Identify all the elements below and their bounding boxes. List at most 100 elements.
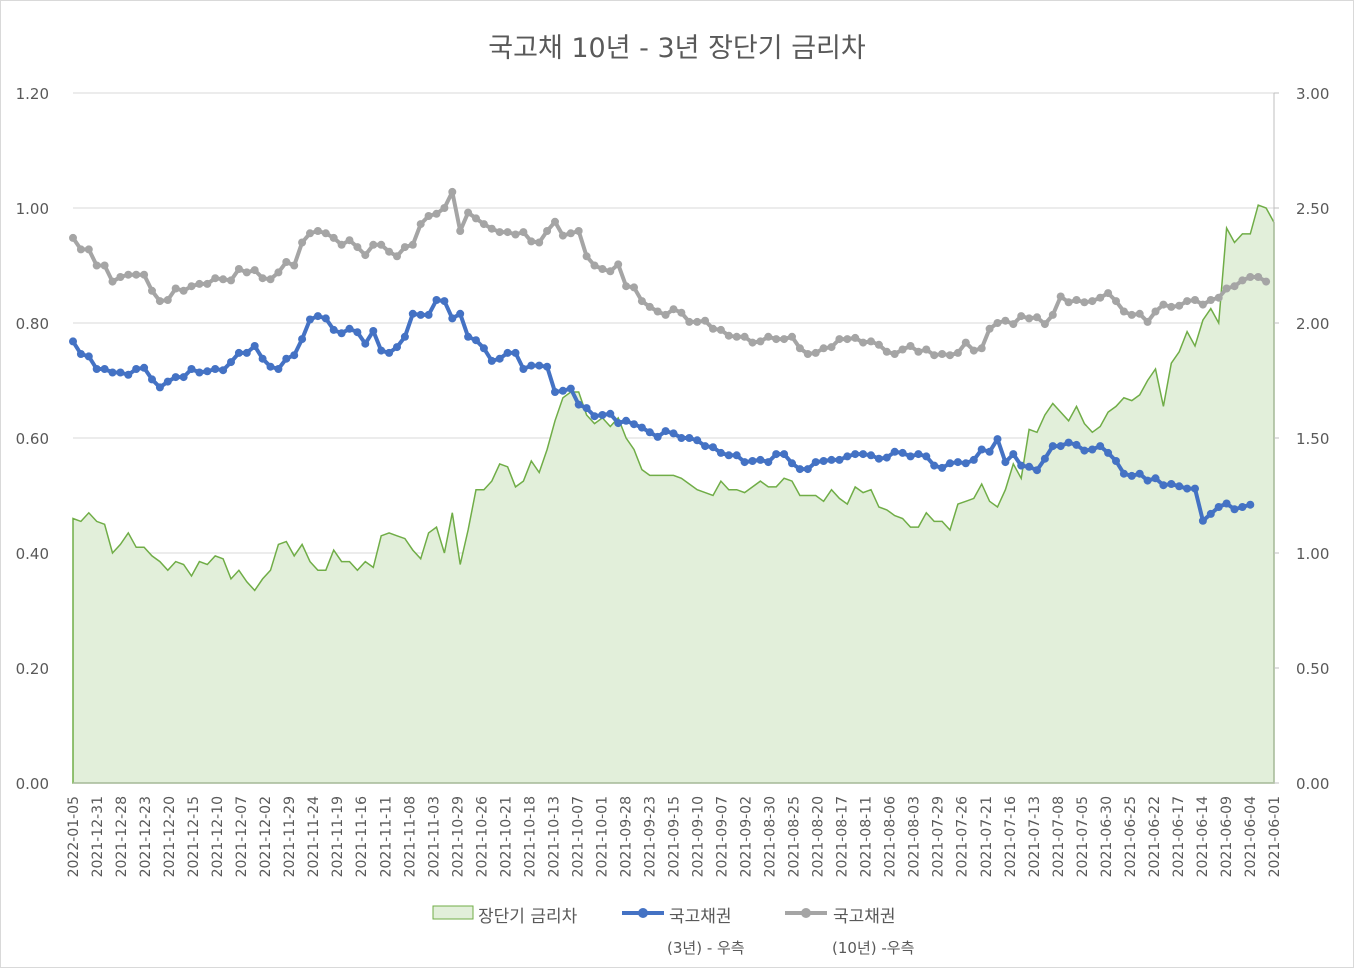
line-10y-point [1040,320,1049,329]
line-10y-point [92,261,101,270]
line-3y-point [211,365,220,373]
x-tick-label: 2021-10-07 [570,796,586,877]
line-10y-point [590,261,599,270]
line-10y-point [772,335,781,344]
line-10y-point [124,270,133,279]
line-3y-point [969,455,978,464]
line-10y-point [780,335,789,344]
line-10y-point [148,286,156,295]
line-10y-point [551,217,559,226]
line-10y-point [1056,292,1065,301]
line-3y-point [874,454,883,463]
x-tick-label: 2021-07-08 [1051,796,1067,877]
line-10y-point [369,240,378,249]
line-10y-point [171,284,180,293]
line-10y-point [495,228,504,237]
line-3y-point [1119,469,1128,478]
line-3y-point [558,386,567,395]
line-3y-point [598,411,607,419]
line-10y-point [614,260,623,269]
line-10y-point [543,227,552,235]
line-10y-point [266,275,275,284]
line-10y-point [1096,293,1105,302]
x-axis-ticks: 2022-01-05 2021-12-31 2021-12-28 2021-12-23… [66,796,1283,877]
line-10y-point [408,240,417,249]
line-3y-point [84,352,93,361]
legend-label-10y: 국고채권 [833,907,896,927]
left-tick-label: 0.60 [16,430,49,448]
legend-marker-3y [638,908,648,918]
line-10y-point [811,348,820,357]
line-10y-point [313,227,322,235]
line-3y-point [1009,450,1018,459]
x-tick-label: 2021-09-28 [618,796,634,877]
line-10y-point [282,258,291,266]
line-3y-point [1230,505,1239,514]
line-3y-point [440,297,449,306]
line-3y-point [1246,500,1255,509]
line-10y-point [353,243,362,252]
line-3y-point [408,309,417,318]
line-10y-point [132,270,141,279]
line-3y-point [693,436,702,445]
left-tick-label: 0.00 [16,775,49,793]
line-10y-point [258,274,267,283]
line-10y-point [290,261,299,270]
line-10y-point [859,338,868,347]
line-3y-point [1064,438,1073,447]
line-10y-point [914,347,923,356]
line-3y-point [756,455,765,464]
line-10y [71,189,1268,358]
x-tick-label: 2021-06-25 [1123,796,1139,877]
line-3y-point [472,336,480,345]
x-tick-label: 2021-09-10 [691,796,707,877]
line-3y-point [582,404,591,413]
line-3y-point [1167,480,1176,488]
line-3y-point [124,370,133,379]
line-10y-point [155,297,164,306]
line-10y-point [227,276,235,285]
line-3y-point [306,315,314,324]
chart-title: 국고채 10년 - 3년 장단기 금리차 [488,33,866,64]
line-10y-point [906,342,915,350]
line-3y-point [764,458,773,467]
line-series [69,187,1271,525]
line-3y-point [1088,445,1097,454]
line-10y-point [661,310,670,319]
line-3y-point [1191,484,1199,493]
x-tick-label: 2021-06-22 [1147,796,1163,877]
x-tick-label: 2022-01-05 [66,796,82,877]
x-tick-label: 2021-10-21 [498,796,514,877]
x-tick-label: 2021-09-15 [667,796,683,877]
line-10y-point [1001,316,1010,325]
line-3y-point [922,452,931,461]
line-3y-point [353,328,362,337]
line-10y-point [653,307,662,316]
line-3y-point [677,434,686,442]
line-3y-point [622,416,631,425]
line-10y-point [645,302,654,311]
line-10y-point [1048,310,1057,319]
x-tick-label: 2021-09-02 [739,796,755,877]
line-3y-point [1222,499,1231,508]
x-tick-label: 2021-08-30 [763,796,779,877]
line-3y-point [298,335,307,344]
line-10y-point [819,344,828,353]
line-3y-point [637,423,646,432]
line-10y-point [606,267,615,276]
line-3y-point [566,384,575,393]
x-tick-label: 2021-10-13 [546,796,562,877]
line-10y-point [472,214,480,223]
line-10y-point [1112,297,1120,306]
line-3y-point [1001,458,1010,467]
line-10y-point [622,282,631,291]
line-10y-point [108,277,117,286]
line-3y-point [1040,454,1049,463]
line-3y-point [906,452,915,461]
line-3y-point [543,362,552,371]
line-3y-point [132,365,141,373]
line-10y-point [432,209,441,218]
area-series [72,204,1275,784]
right-tick-label: 2.50 [1296,200,1329,218]
